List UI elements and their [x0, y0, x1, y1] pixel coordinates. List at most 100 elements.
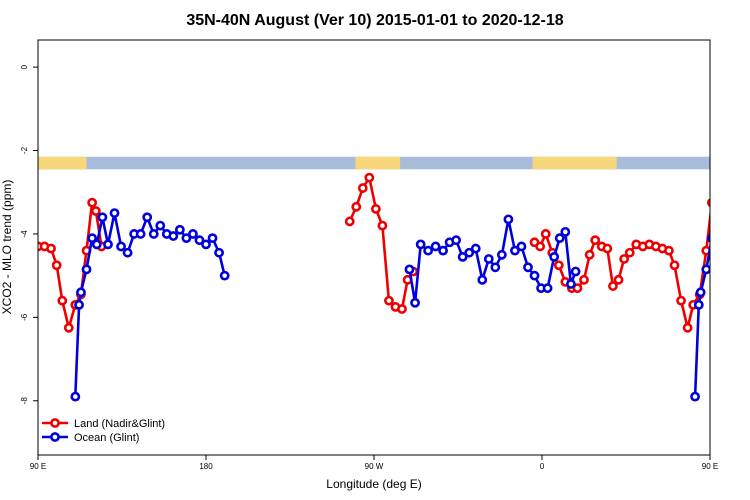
ocean-point: [410, 297, 420, 308]
ocean-point: [404, 264, 415, 275]
legend-ocean-label: Ocean (Glint): [74, 432, 139, 444]
land-point: [706, 198, 710, 208]
ocean-point: [554, 233, 565, 244]
y-tick-label: 0: [20, 64, 29, 69]
ocean-point: [81, 264, 92, 275]
x-tick-label: 90 W: [365, 462, 384, 471]
ocean-point: [490, 262, 501, 273]
land-point: [370, 204, 381, 214]
land-point: [540, 229, 551, 239]
ocean-point: [542, 283, 553, 294]
land-point: [602, 243, 613, 254]
ocean-point: [188, 229, 198, 239]
land-point: [51, 260, 62, 271]
land-point: [572, 283, 583, 294]
land-point: [63, 322, 74, 333]
ocean-point: [423, 245, 434, 256]
land-band-2: [532, 156, 617, 170]
land-point: [619, 254, 630, 264]
y-tick-label: -6: [20, 313, 29, 321]
ocean-point: [464, 247, 475, 258]
ocean-point: [207, 233, 218, 244]
ocean-point: [570, 266, 581, 277]
ocean-point: [116, 241, 126, 252]
land-point: [664, 245, 674, 256]
ocean-point: [142, 212, 153, 223]
ocean-point: [523, 262, 533, 273]
legend: Land (Nadir&Glint) Ocean (Glint): [42, 418, 165, 444]
y-axis: 0 -2 -4 -6 -8: [20, 64, 38, 404]
ocean-point: [194, 235, 205, 246]
ocean-point: [713, 241, 720, 248]
land-point: [584, 249, 595, 260]
ocean-point: [695, 287, 706, 298]
land-point: [90, 206, 101, 216]
ocean-point: [744, 249, 750, 256]
ocean-point: [76, 287, 86, 298]
land-band-0: [38, 156, 87, 170]
ocean-point: [470, 243, 481, 254]
land-point: [712, 207, 719, 214]
ocean-point: [706, 233, 710, 243]
ocean-point: [122, 247, 133, 258]
ocean-point: [701, 264, 710, 275]
land-line-1: [348, 174, 415, 311]
land-point: [87, 197, 98, 208]
ocean-point: [91, 239, 102, 250]
series-group: [38, 172, 750, 402]
ocean-point: [214, 247, 224, 258]
ocean-point: [155, 220, 166, 231]
ocean-point: [174, 224, 185, 235]
ocean-point: [103, 239, 113, 250]
ocean-point: [496, 249, 507, 260]
land-point: [590, 235, 601, 246]
land-point: [344, 216, 355, 227]
land-point: [384, 295, 394, 306]
y-tick-label: -8: [20, 397, 29, 405]
y-tick-label: -2: [20, 146, 29, 154]
ocean-point: [510, 245, 520, 256]
x-tick-label: 180: [199, 462, 213, 471]
x-axis-label: Longitude (deg E): [326, 477, 421, 491]
y-axis-label: XCO2 - MLO trend (ppm): [0, 180, 14, 315]
ocean-point: [148, 229, 159, 239]
ocean-point: [549, 251, 560, 262]
ocean-point: [451, 235, 462, 246]
chart-title: 35N-40N August (Ver 10) 2015-01-01 to 20…: [186, 12, 563, 29]
land-point: [351, 201, 362, 212]
x-tick-label: 90 E: [30, 462, 46, 471]
x-axis: 90 E 180 90 W 0 90 E: [30, 455, 718, 471]
ocean-point: [477, 274, 488, 285]
land-point: [397, 304, 407, 314]
land-point: [553, 260, 564, 271]
land-point: [613, 274, 624, 285]
land-ocean-strip: [38, 156, 710, 170]
land-point: [46, 243, 56, 254]
land-point: [676, 295, 686, 306]
ocean-point: [87, 233, 98, 244]
ocean-point: [690, 391, 700, 402]
land-point: [608, 281, 618, 291]
land-point: [682, 322, 693, 333]
ocean-point: [566, 279, 576, 289]
ocean-point: [693, 299, 704, 310]
ocean-point: [181, 233, 192, 244]
ocean-point: [457, 251, 468, 262]
legend-land-label: Land (Nadir&Glint): [74, 418, 165, 430]
land-point: [364, 172, 375, 183]
land-point: [669, 260, 680, 271]
ocean-point: [719, 214, 726, 221]
ocean-point: [516, 241, 527, 252]
ocean-point: [74, 299, 84, 310]
ocean-point: [168, 231, 179, 241]
ocean-point: [503, 214, 514, 225]
legend-ocean-marker: [50, 432, 60, 442]
land-point: [57, 295, 68, 306]
ocean-point: [97, 212, 108, 223]
land-point: [579, 274, 589, 285]
series-layer: [38, 172, 750, 402]
x-tick-label: 90 E: [702, 462, 718, 471]
land-point: [377, 220, 388, 231]
land-point: [624, 247, 635, 258]
